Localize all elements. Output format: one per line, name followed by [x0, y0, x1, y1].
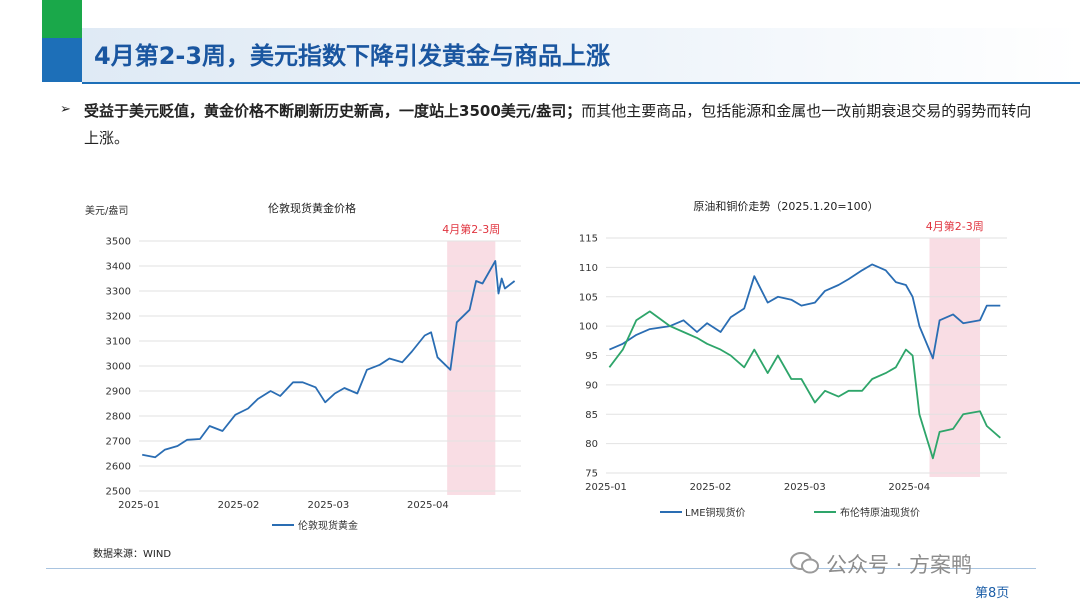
legend: 伦敦现货黄金: [272, 519, 358, 532]
legend: LME铜现货价 布伦特原油现货价: [660, 506, 920, 519]
y-tick-label: 2800: [106, 412, 131, 423]
x-tick-label: 2025-04: [888, 482, 930, 493]
x-tick-label: 2025-01: [118, 500, 160, 511]
y-tick-label: 3400: [106, 262, 131, 273]
series-line-0: [609, 263, 1001, 360]
gridlines: [139, 240, 521, 492]
y-tick-label: 3200: [106, 312, 131, 323]
series-lines: [142, 260, 516, 459]
highlight-band: [447, 241, 496, 495]
y-tick-label: 2700: [106, 437, 131, 448]
y-tick-label: 3500: [106, 237, 131, 248]
y-tick-label: 3100: [106, 337, 131, 348]
title-band: [82, 28, 1080, 82]
y-tick-label: 90: [585, 380, 598, 391]
data-source: 数据来源：WIND: [93, 549, 172, 560]
y-tick-label: 85: [585, 410, 598, 421]
page-number: 第8页: [975, 586, 1010, 601]
page-title: 4月第2-3周，美元指数下降引发黄金与商品上涨: [94, 42, 611, 70]
y-tick-label: 80: [585, 439, 598, 450]
y-tick-label: 2900: [106, 387, 131, 398]
x-tick-label: 2025-03: [784, 482, 826, 493]
y-tick-label: 2600: [106, 462, 131, 473]
x-tick-label: 2025-03: [307, 500, 349, 511]
y-tick-label: 3300: [106, 287, 131, 298]
legend-label-gold: 伦敦现货黄金: [298, 519, 358, 532]
legend-label-oil: 布伦特原油现货价: [840, 506, 920, 519]
x-tick-label: 2025-01: [585, 482, 627, 493]
footer-divider: [46, 568, 1036, 569]
highlight-label: 4月第2-3周: [926, 219, 984, 233]
y-tick-label: 95: [585, 351, 598, 362]
chart-title: 原油和铜价走势（2025.1.20=100）: [693, 199, 878, 213]
summary-bold: 受益于美元贬值，黄金价格不断刷新历史新高，一度站上3500美元/盎司；: [84, 102, 582, 120]
x-tick-label: 2025-02: [690, 482, 732, 493]
y-tick-label: 100: [579, 322, 598, 333]
bullet-arrow-icon: ➢: [60, 102, 71, 117]
title-accent-green: [42, 0, 82, 38]
x-tick-labels: 2025-01 2025-02 2025-03 2025-04: [585, 482, 930, 493]
y-tick-label: 3000: [106, 362, 131, 373]
chart-title: 伦敦现货黄金价格: [268, 201, 356, 215]
gridlines: [606, 237, 1007, 474]
y-tick-labels: 2500 2600 2700 2800 2900 3000 3100 3200 3300 3400…: [106, 237, 131, 498]
x-tick-label: 2025-02: [218, 500, 260, 511]
y-tick-label: 2500: [106, 487, 131, 498]
y-tick-label: 105: [579, 292, 598, 303]
series-lines: [608, 263, 1001, 460]
y-tick-label: 75: [585, 469, 598, 480]
x-tick-label: 2025-04: [407, 500, 449, 511]
series-line-0: [142, 260, 516, 459]
summary-rest: 而其他主要商品，包括能源和金属也一改前期衰退交易的弱势而转向上涨。: [84, 102, 1032, 147]
title-accent-blue: [42, 38, 82, 82]
y-tick-label: 115: [579, 234, 598, 245]
series-line-1: [608, 310, 1001, 460]
title-underline: [82, 82, 1080, 84]
legend-label-copper: LME铜现货价: [685, 506, 746, 519]
summary-bullet: 受益于美元贬值，黄金价格不断刷新历史新高，一度站上3500美元/盎司；而其他主要…: [84, 98, 1044, 152]
wechat-icon: [790, 552, 819, 574]
x-tick-labels: 2025-01 2025-02 2025-03 2025-04: [118, 500, 449, 511]
oil-copper-chart: 原油和铜价走势（2025.1.20=100） 4月第2-3周 75 80 85 90 9…: [579, 199, 1007, 519]
watermark: 公众号 · 方案鸭: [826, 553, 973, 577]
y-tick-labels: 75 80 85 90 95 100 105 110 115: [579, 234, 598, 480]
y-axis-label: 美元/盎司: [85, 204, 128, 217]
y-tick-label: 110: [579, 263, 598, 274]
highlight-label: 4月第2-3周: [442, 222, 500, 236]
gold-chart: 美元/盎司 伦敦现货黄金价格 4月第2-3周 25002600270028002…: [85, 201, 521, 532]
